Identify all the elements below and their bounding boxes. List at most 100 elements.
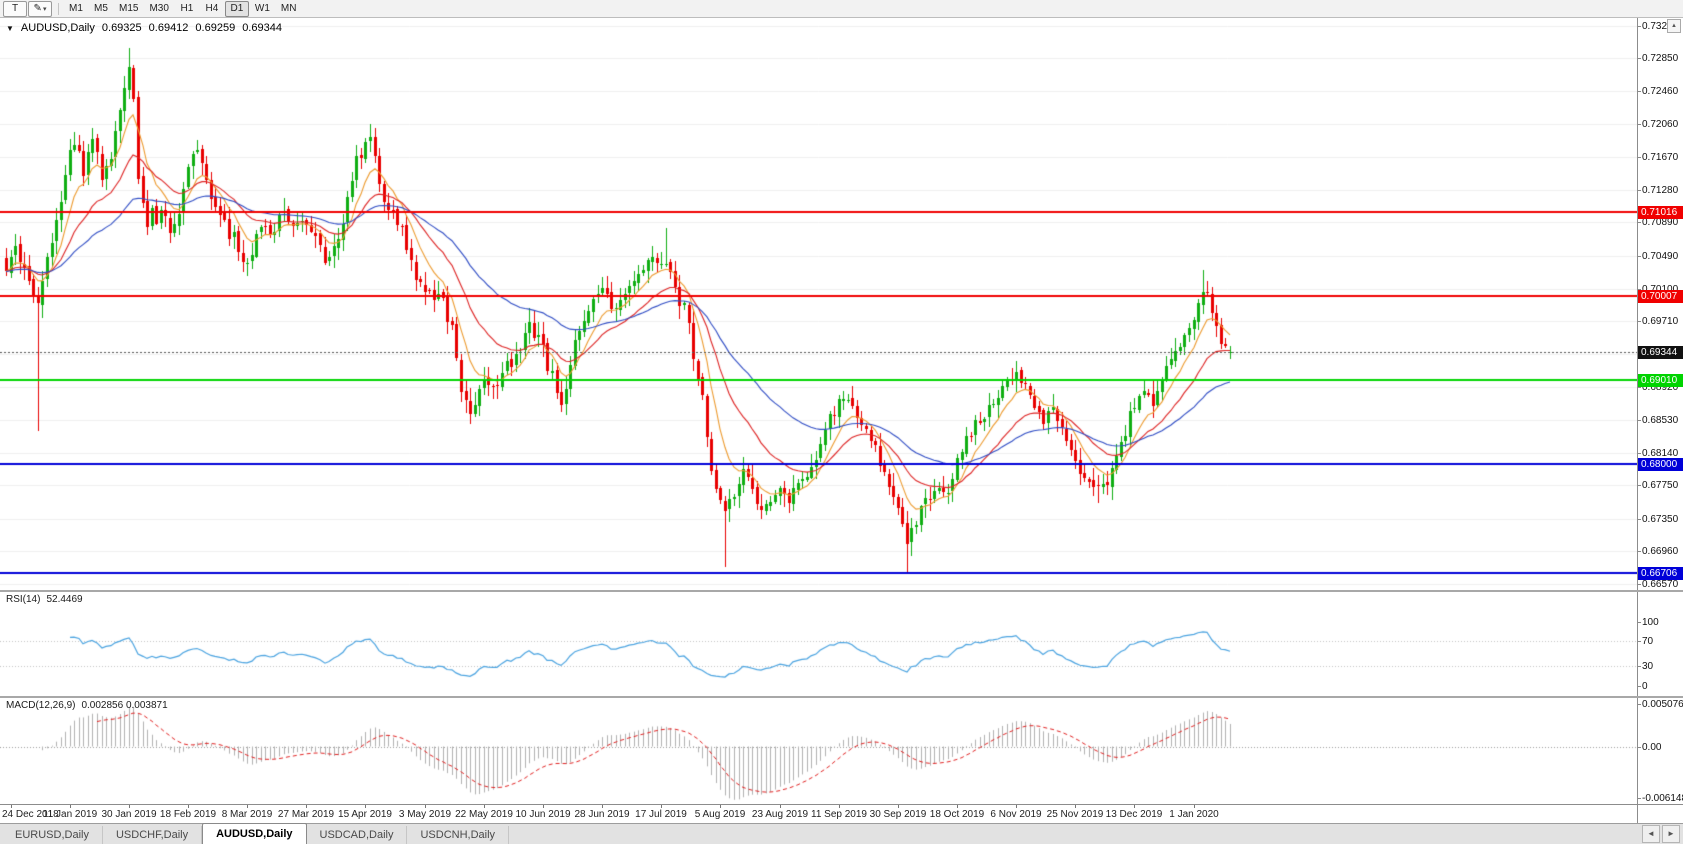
pane-splitter[interactable] xyxy=(0,696,1683,698)
price-level-tag[interactable]: 0.70007 xyxy=(1638,290,1683,303)
timeframe-h4[interactable]: H4 xyxy=(205,2,219,14)
text-tool-button[interactable]: T xyxy=(3,0,27,17)
rsi-name: RSI(14) xyxy=(6,594,41,605)
macd-tick-label: 0.00 xyxy=(1638,741,1662,753)
macd-pane[interactable]: MACD(12,26,9) 0.002856 0.003871 xyxy=(0,698,1637,804)
time-axis-label: 28 Jun 2019 xyxy=(574,809,630,820)
time-axis-label: 18 Feb 2019 xyxy=(159,809,217,820)
tabs-scroll-left-button[interactable]: ◄ xyxy=(1642,825,1660,843)
macd-values: 0.002856 0.003871 xyxy=(81,700,168,711)
tab-audusd[interactable]: AUDUSD,Daily xyxy=(202,823,307,844)
timeframe-h1[interactable]: H1 xyxy=(180,2,194,14)
price-tick-label: 0.67750 xyxy=(1638,480,1679,492)
tab-usdchf[interactable]: USDCHF,Daily xyxy=(103,826,203,844)
price-tick-label: 0.72060 xyxy=(1638,119,1679,131)
time-axis-tick xyxy=(780,805,781,808)
chart-area: ▼ AUDUSD,Daily 0.69325 0.69412 0.69259 0… xyxy=(0,18,1683,823)
time-axis-tick xyxy=(957,805,958,808)
tab-usdcnh[interactable]: USDCNH,Daily xyxy=(407,826,510,844)
timeframe-w1[interactable]: W1 xyxy=(254,2,270,14)
time-axis-tick xyxy=(839,805,840,808)
price-level-tag[interactable]: 0.71016 xyxy=(1638,206,1683,219)
tab-eurusd[interactable]: EURUSD,Daily xyxy=(2,826,103,844)
toolbar-separator xyxy=(58,2,59,15)
main-chart-pane[interactable]: ▼ AUDUSD,Daily 0.69325 0.69412 0.69259 0… xyxy=(0,18,1637,590)
rsi-canvas[interactable] xyxy=(0,592,1637,696)
macd-name: MACD(12,26,9) xyxy=(6,700,76,711)
time-axis-label: 10 Jun 2019 xyxy=(515,809,571,820)
macd-axis[interactable]: 0.005076 0.00 -0.006148 xyxy=(1637,698,1683,804)
price-axis[interactable]: ▲ 0.73240 0.72850 0.72460 0.72060 0.71670 0.7… xyxy=(1637,18,1683,590)
time-axis-label: 30 Jan 2019 xyxy=(101,809,157,820)
time-axis-tick xyxy=(188,805,189,808)
pencil-icon: ✎ xyxy=(33,2,42,14)
time-axis-tick xyxy=(306,805,307,808)
timeframe-m1[interactable]: M1 xyxy=(69,2,83,14)
tab-scroll-arrows: ◄ ► xyxy=(1642,825,1680,843)
tabs-scroll-right-button[interactable]: ► xyxy=(1662,825,1680,843)
price-tick-label: 0.68140 xyxy=(1638,447,1679,459)
price-tick-label: 0.70490 xyxy=(1638,250,1679,262)
time-axis-strip[interactable]: 24 Dec 2018 11 Jan 2019 30 Jan 2019 18 Feb … xyxy=(0,805,1637,823)
chart-header: ▼ AUDUSD,Daily 0.69325 0.69412 0.69259 0… xyxy=(6,22,282,35)
rsi-pane[interactable]: RSI(14) 52.4469 xyxy=(0,592,1637,696)
time-axis-label: 3 May 2019 xyxy=(398,809,452,820)
time-axis-label: 23 Aug 2019 xyxy=(751,809,809,820)
macd-tick-label: -0.006148 xyxy=(1638,793,1683,804)
price-level-tag[interactable]: 0.69344 xyxy=(1638,346,1683,359)
time-axis-tick xyxy=(602,805,603,808)
time-axis-tick xyxy=(129,805,130,808)
time-axis-label: 6 Nov 2019 xyxy=(990,809,1042,820)
time-axis-label: 11 Jan 2019 xyxy=(42,809,98,820)
time-axis-label: 15 Apr 2019 xyxy=(338,809,392,820)
time-axis-label: 8 Mar 2019 xyxy=(221,809,273,820)
timeframe-d1[interactable]: D1 xyxy=(224,0,249,17)
price-tick-label: 0.66570 xyxy=(1638,579,1679,590)
ohlc-low-value: 0.69259 xyxy=(195,22,236,34)
time-axis-tick xyxy=(365,805,366,808)
price-level-tag[interactable]: 0.66706 xyxy=(1638,567,1683,580)
pane-splitter[interactable] xyxy=(0,590,1683,592)
scale-up-button[interactable]: ▲ xyxy=(1667,19,1681,33)
tab-usdcad[interactable]: USDCAD,Daily xyxy=(307,826,408,844)
price-level-tag[interactable]: 0.69010 xyxy=(1638,374,1683,387)
timeframe-m15[interactable]: M15 xyxy=(119,2,139,14)
price-tick-label: 0.72850 xyxy=(1638,53,1679,65)
ohlc-high-value: 0.69412 xyxy=(148,22,189,34)
price-tick-label: 0.70890 xyxy=(1638,217,1679,229)
time-axis-tick xyxy=(484,805,485,808)
time-axis-label: 22 May 2019 xyxy=(455,809,513,820)
rsi-tick-label: 30 xyxy=(1638,661,1654,673)
price-tick-label: 0.68920 xyxy=(1638,382,1679,394)
chevron-down-icon: ▾ xyxy=(42,5,47,13)
time-axis-tick xyxy=(425,805,426,808)
time-axis-label: 30 Sep 2019 xyxy=(869,809,927,820)
time-axis-label: 27 Mar 2019 xyxy=(277,809,335,820)
candlestick-canvas[interactable] xyxy=(0,18,1637,590)
timeframe-m5[interactable]: M5 xyxy=(94,2,108,14)
price-tick-label: 0.69710 xyxy=(1638,316,1679,328)
time-axis-tick xyxy=(898,805,899,808)
price-level-tag[interactable]: 0.68000 xyxy=(1638,458,1683,471)
macd-canvas[interactable] xyxy=(0,698,1637,804)
time-axis-label: 25 Nov 2019 xyxy=(1046,809,1104,820)
chart-tab-bar: EURUSD,Daily USDCHF,Daily AUDUSD,Daily USDC… xyxy=(0,823,1683,844)
chart-tabs: EURUSD,Daily USDCHF,Daily AUDUSD,Daily USDC… xyxy=(2,823,510,844)
time-axis-label: 11 Sep 2019 xyxy=(811,809,867,820)
time-axis-tick xyxy=(1075,805,1076,808)
price-tick-label: 0.73240 xyxy=(1638,20,1679,32)
time-axis-label: 13 Dec 2019 xyxy=(1105,809,1163,820)
timeframe-mn[interactable]: MN xyxy=(280,2,297,14)
rsi-axis[interactable]: 100 70 30 0 xyxy=(1637,592,1683,696)
price-tick-label: 0.70100 xyxy=(1638,283,1679,295)
time-axis-label: 17 Jul 2019 xyxy=(635,809,687,820)
time-axis[interactable]: 24 Dec 2018 11 Jan 2019 30 Jan 2019 18 Feb … xyxy=(0,804,1683,823)
time-axis-tick xyxy=(70,805,71,808)
time-axis-label: 18 Oct 2019 xyxy=(929,809,985,820)
timeframe-m30[interactable]: M30 xyxy=(149,2,169,14)
draw-tool-button[interactable]: ✎▾ xyxy=(28,0,52,17)
time-axis-tick xyxy=(661,805,662,808)
time-axis-label: 5 Aug 2019 xyxy=(694,809,746,820)
collapse-arrow-icon[interactable]: ▼ xyxy=(6,24,14,33)
time-axis-tick xyxy=(543,805,544,808)
